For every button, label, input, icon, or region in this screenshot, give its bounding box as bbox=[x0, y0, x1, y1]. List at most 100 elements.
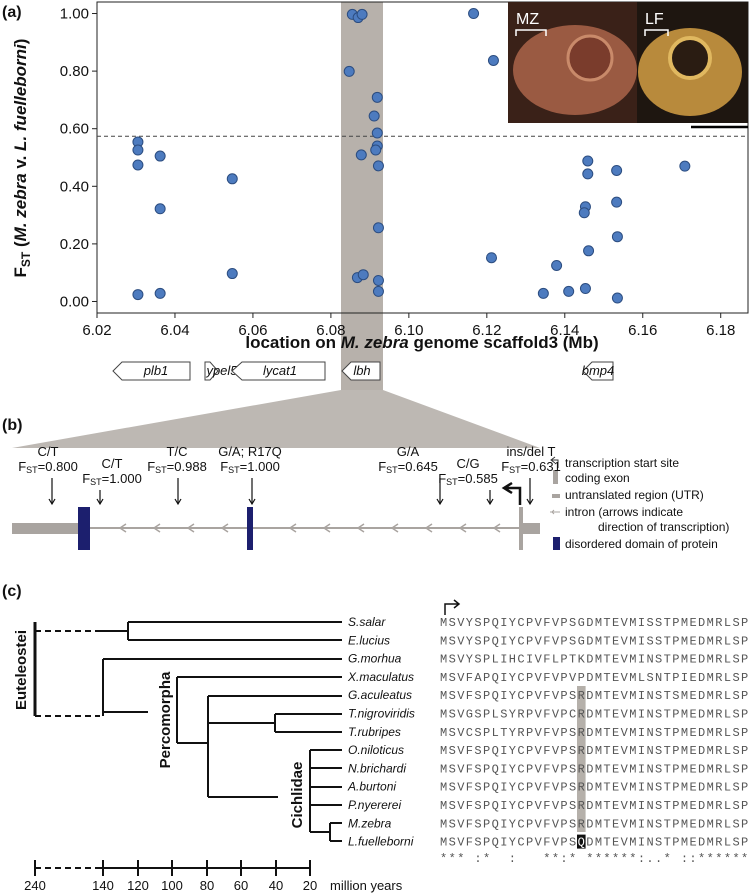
legend-label: untranslated region (UTR) bbox=[565, 488, 704, 502]
sequence-site: Q bbox=[578, 836, 587, 850]
sequence-part: DMTEVMINSTPMEDMRLSP bbox=[586, 762, 749, 776]
legend-icon bbox=[553, 470, 558, 484]
gene-arrow bbox=[231, 361, 326, 381]
fst-symbol: F bbox=[147, 459, 155, 474]
x-tick-label: 6.16 bbox=[628, 322, 657, 339]
disordered-domain bbox=[78, 507, 90, 550]
variant-arrowhead bbox=[174, 498, 182, 506]
variant-fst: FST=1.000 bbox=[82, 471, 142, 487]
sequence-site: R bbox=[578, 726, 587, 740]
y-tick-label: 0.60 bbox=[60, 121, 89, 138]
variant-label: T/C bbox=[167, 444, 188, 459]
gene-track: plb1 ypel5 lycat1 lbh bmp4 bbox=[112, 361, 614, 381]
point bbox=[551, 259, 563, 271]
legend-label: intron (arrows indicate bbox=[565, 505, 683, 519]
fst-symbol: F bbox=[220, 459, 228, 474]
variant-fst: FST=0.800 bbox=[18, 459, 78, 475]
sequence-site: R bbox=[578, 781, 587, 795]
sequence-part: MSVFSPQIYCPVFVPS bbox=[440, 689, 578, 703]
y-axis-label-part: ST bbox=[19, 251, 33, 267]
panel-label: (a) bbox=[2, 4, 22, 21]
alignment: S.salar MSVYSPQIYCPVFVPSGDMTEVMISSTPMEDMR… bbox=[347, 615, 750, 850]
sequence: MSVFSPQIYCPVFVPSRDMTEVMINSTPMEDMRLSP bbox=[440, 781, 750, 795]
time-tick-label: 20 bbox=[303, 878, 317, 893]
sequence: MSVYSPQIYCPVFVPSGDMTEVMISSTPMEDMRLSP bbox=[440, 616, 750, 630]
sequence-site: R bbox=[578, 708, 587, 722]
sequence-site: R bbox=[578, 799, 587, 813]
x-axis-label-part: M. zebra bbox=[341, 333, 409, 352]
zoom-funnel bbox=[12, 390, 540, 448]
point bbox=[679, 160, 691, 172]
variant-label: ins/del T bbox=[507, 444, 556, 459]
fst-subscript: ST bbox=[228, 465, 240, 475]
point bbox=[578, 207, 590, 219]
gene-label: lycat1 bbox=[263, 363, 297, 378]
intron-arrow bbox=[390, 523, 399, 533]
point bbox=[579, 283, 591, 295]
y-axis-label-part: L. fuelleborni bbox=[11, 43, 30, 151]
y-axis-label: FST (M. zebra v. L. fuelleborni) bbox=[11, 39, 33, 278]
sequence-site: P bbox=[578, 671, 587, 685]
x-tick-label: 6.12 bbox=[472, 322, 501, 339]
panel-label: (b) bbox=[2, 417, 22, 434]
x-axis-label: location on M. zebra genome scaffold3 (M… bbox=[245, 333, 598, 352]
site-highlight bbox=[577, 686, 586, 832]
point bbox=[583, 245, 595, 257]
variant-arrowhead bbox=[96, 498, 104, 506]
sequence: MSVFSPQIYCPVFVPSRDMTEVMINSTPMEDMRLSP bbox=[440, 817, 750, 831]
time-tick-label: 40 bbox=[269, 878, 283, 893]
x-tick-label: 6.10 bbox=[394, 322, 423, 339]
species-label: N.brichardi bbox=[348, 761, 406, 775]
x-axis-label-part: genome scaffold3 (Mb) bbox=[409, 333, 599, 352]
sequence-part: MSVCSPLTYRPVFVPS bbox=[440, 726, 578, 740]
point bbox=[132, 144, 144, 156]
y-axis-label-part: ( bbox=[11, 241, 30, 252]
variant-arrowhead bbox=[248, 498, 256, 506]
sequence-part: MSVFSPQIYCPVFVPS bbox=[440, 781, 578, 795]
point bbox=[537, 287, 549, 299]
sequence-site: R bbox=[578, 762, 587, 776]
point bbox=[368, 110, 380, 122]
photo-inset: MZ LF bbox=[508, 2, 748, 129]
point bbox=[487, 54, 499, 66]
point bbox=[356, 8, 368, 20]
y-tick-label: 0.80 bbox=[60, 63, 89, 80]
coding-exon bbox=[519, 507, 523, 550]
fst-symbol: F bbox=[501, 459, 509, 474]
sequence: MSVFSPQIYCPVFVPSRDMTEVMINSTPMEDMRLSP bbox=[440, 799, 750, 813]
point bbox=[485, 252, 497, 264]
sequence-part: MSVFSPQIYCPVFVPS bbox=[440, 836, 578, 850]
species-label: L.fuelleborni bbox=[348, 835, 414, 849]
intron-arrow bbox=[118, 523, 127, 533]
species-label: A.burtoni bbox=[347, 780, 396, 794]
utr bbox=[12, 523, 78, 534]
sequence-part: DMTEVMINSTPMEDMRLSP bbox=[586, 781, 749, 795]
x-tick-label: 6.14 bbox=[550, 322, 579, 339]
species-label: E.lucius bbox=[348, 633, 390, 647]
utr bbox=[523, 523, 540, 534]
sequence-site: G bbox=[578, 634, 587, 648]
y-axis-label-part: ) bbox=[11, 39, 30, 45]
photo-label: LF bbox=[645, 11, 664, 28]
time-axis: 240 140 120 100 80 60 40 20 million years bbox=[24, 860, 403, 893]
y-tick-label: 0.00 bbox=[60, 293, 89, 310]
fst-value: =1.000 bbox=[240, 459, 280, 474]
point bbox=[355, 149, 367, 161]
fst-symbol: F bbox=[438, 471, 446, 486]
fst-subscript: ST bbox=[446, 477, 458, 487]
fst-subscript: ST bbox=[26, 465, 38, 475]
fst-value: =0.800 bbox=[38, 459, 78, 474]
gene-arrow bbox=[341, 361, 381, 381]
species-label: S.salar bbox=[348, 615, 386, 629]
point bbox=[371, 91, 383, 103]
sequence-part: MSVYSPLIHCIVFLPT bbox=[440, 653, 578, 667]
sequence: MSVFSPQIYCPVFVPSRDMTEVMINSTPMEDMRLSP bbox=[440, 744, 750, 758]
y-tick-label: 0.20 bbox=[60, 236, 89, 253]
point bbox=[372, 274, 384, 286]
sequence-part: DMTEVMINSTPMEDMRLSP bbox=[586, 799, 749, 813]
photo-bracket bbox=[644, 29, 669, 36]
sequence-part: DMTEVMISSTPMEDMRLSP bbox=[586, 634, 749, 648]
x-tick-label: 6.08 bbox=[316, 322, 345, 339]
fst-symbol: F bbox=[18, 459, 26, 474]
sequence-part: DMTEVMISSTPMEDMRLSP bbox=[586, 616, 749, 630]
